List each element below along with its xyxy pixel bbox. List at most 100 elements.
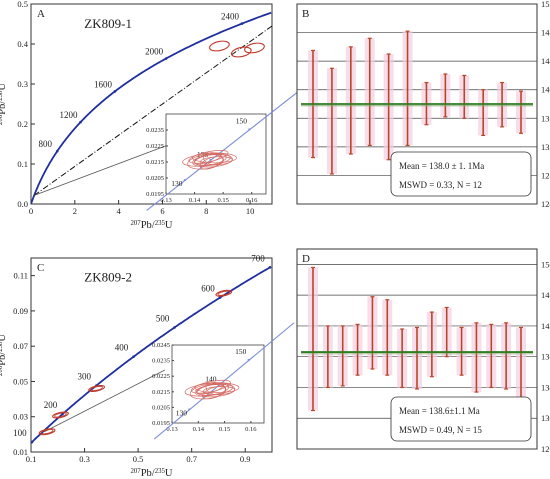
age-label: 2400 (221, 12, 240, 22)
age-label: 200 (44, 400, 58, 410)
inset-age-dot (188, 408, 191, 411)
inset-y-tick-label: 0.0205 (146, 175, 164, 182)
panel-A: A ZK809-1 0 2 4 6 8 10 0.0 0.1 0.2 0.3 0.4 0.5 800 1200… (17, 0, 273, 216)
inset-y-tick-label: 0.0215 (146, 159, 164, 166)
data-ellipse (54, 412, 67, 418)
inset-y-tick-label: 0.0225 (146, 143, 164, 150)
y-tick-label: 146 (541, 290, 550, 300)
age-label: 100 (13, 428, 27, 438)
data-ellipse (215, 289, 233, 297)
x-tick-label: 6 (160, 206, 164, 216)
panel-label: D (302, 253, 310, 265)
inset-y-tick-label: 0.0235 (146, 127, 164, 134)
y-tick-label: 0.3 (17, 79, 28, 89)
y-tick-label: 136 (541, 113, 550, 123)
inset-ellipse (184, 382, 234, 397)
y-tick-label: 0.09 (13, 306, 28, 316)
y-tick-label: 126 (541, 444, 550, 454)
data-ellipse (38, 428, 56, 436)
inset-x-tick-label: 0.13 (160, 197, 171, 204)
age-dot (218, 296, 222, 299)
inset-C: 0.13 0.14 0.15 0.16 0.0195 0.0205 0.0215 0.0225… (152, 322, 295, 440)
age-label: 400 (115, 343, 129, 353)
inset-y-tick-label: 0.0225 (152, 373, 170, 380)
inset-age-label: 130 (171, 179, 183, 188)
inset-pointer-line (34, 137, 187, 196)
inset-pointer-line (44, 369, 166, 433)
x-tick-label: 2 (73, 206, 77, 216)
inset-age-dot (183, 178, 186, 182)
sample-label: ZK809-1 (84, 16, 132, 31)
data-ellipse (217, 290, 231, 296)
x-tick-label: 8 (204, 206, 208, 216)
inset-age-label: 140 (205, 375, 217, 384)
inset-ellipse (188, 150, 229, 164)
discordia-line (33, 25, 273, 196)
panel-label: C (37, 262, 44, 274)
inset-x-tick-label: 0.14 (193, 426, 205, 433)
inset-x-tick-label: 0.16 (245, 426, 257, 433)
age-dot (164, 57, 168, 60)
inset-ellipse (191, 379, 231, 394)
mean-annotation: Mean = 138.6±1.1 Ma (399, 406, 480, 416)
y-tick-label: 138 (541, 352, 550, 362)
age-label: 600 (201, 284, 215, 294)
data-ellipse (209, 40, 230, 52)
y-tick-label: 128 (541, 170, 550, 180)
x-tick-label: 10 (246, 206, 255, 216)
mean-annotation: Mean = 138.0 ± 1. 1Ma (399, 161, 484, 171)
age-dot (55, 149, 59, 153)
data-ellipse (52, 411, 69, 419)
inset-y-tick-label: 0.0195 (152, 420, 170, 427)
inset-age-dot (247, 358, 250, 362)
x-tick-label: 0.3 (79, 454, 90, 464)
age-dot (240, 22, 244, 25)
inset-x-tick-label: 0.15 (219, 426, 230, 433)
inset-y-tick-label: 0.0235 (152, 358, 170, 365)
panel-label: B (302, 8, 309, 20)
x-tick-label: 0.5 (133, 454, 144, 464)
age-dot (268, 266, 272, 269)
y-tick-label: 148 (541, 28, 550, 38)
inset-age-label: 150 (236, 116, 248, 125)
y-tick-label: 150 (541, 259, 550, 269)
x-tick-label: 0.9 (240, 454, 251, 464)
age-dot (30, 440, 34, 444)
y-tick-label: 124 (541, 199, 550, 209)
x-tick-label: 0.7 (186, 454, 197, 464)
x-tick-label: 4 (117, 206, 122, 216)
inset-x-tick-label: 0.15 (217, 197, 228, 204)
inset-y-tick-label: 0.0195 (146, 191, 164, 198)
y-tick-label: 130 (541, 413, 550, 423)
x-tick-label: 0 (29, 206, 33, 216)
y-tick-label: 142 (541, 321, 550, 331)
inset-age-label: 130 (176, 408, 188, 417)
annotation-box (390, 396, 532, 442)
y-axis-label: 206Pb/238U (0, 334, 8, 376)
data-ellipse (230, 46, 252, 58)
age-dot (173, 326, 176, 329)
age-dot (61, 412, 64, 416)
panel-C: C ZK809-2 0.1 0.3 0.5 0.7 0.9 0.01 0.03 0.05 0.07 0… (13, 253, 273, 464)
age-label: 700 (251, 253, 265, 263)
age-label: 1200 (60, 110, 79, 120)
mswd-annotation: MSWD = 0.33, N = 12 (399, 180, 482, 190)
inset-age-dot (209, 158, 212, 161)
data-ellipse (244, 42, 265, 54)
y-tick-label: 0.03 (13, 412, 28, 422)
x-axis-label: 207Pb/235U (130, 220, 172, 232)
sample-label: ZK809-2 (84, 269, 132, 284)
inset-concordia (153, 322, 295, 440)
concordia-curve (31, 11, 272, 204)
inset-ellipse (203, 152, 224, 166)
data-ellipse (40, 429, 54, 435)
y-tick-label: 0.0 (17, 199, 28, 209)
y-tick-label: 0.2 (17, 119, 28, 129)
x-axis-label: 207Pb/235U (130, 468, 172, 479)
inset-ellipse (202, 386, 226, 400)
panel-label: A (37, 8, 45, 20)
inset-ellipse (182, 152, 231, 167)
inset-x-tick-label: 0.13 (166, 426, 177, 433)
inset-concordia (146, 90, 300, 211)
y-tick-label: 152 (541, 0, 550, 9)
